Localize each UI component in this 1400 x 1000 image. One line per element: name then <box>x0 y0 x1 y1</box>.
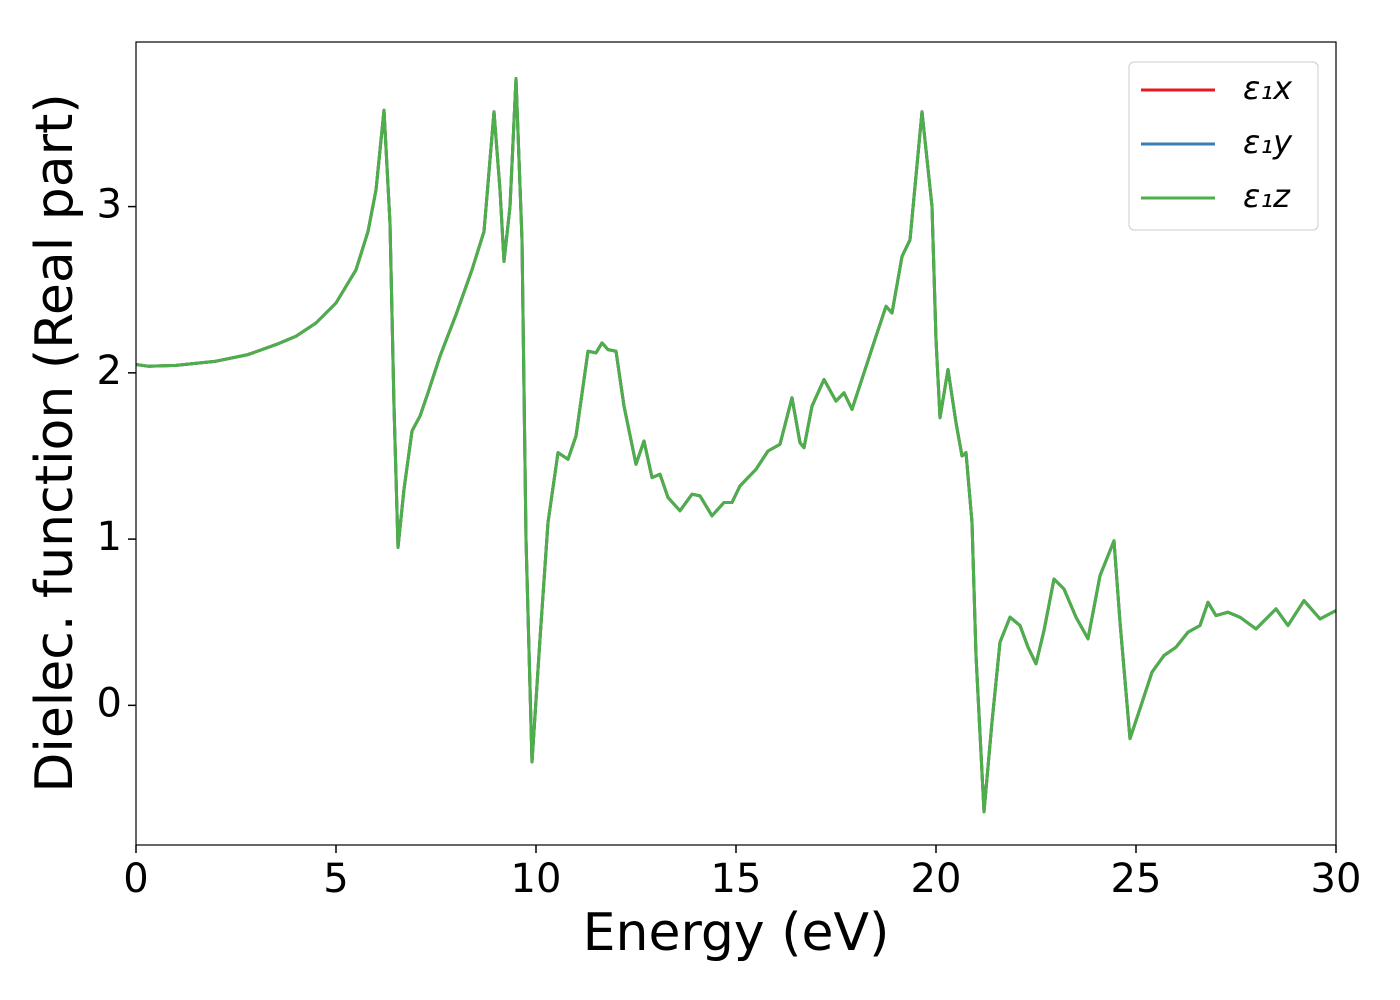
x-tick-label: 20 <box>911 856 962 902</box>
x-axis-label: Energy (eV) <box>583 903 890 963</box>
legend-label: ε₁x <box>1243 69 1293 107</box>
x-tick-label: 25 <box>1111 856 1162 902</box>
y-tick-label: 0 <box>97 680 122 726</box>
legend-box <box>1128 61 1319 231</box>
x-tick-label: 0 <box>123 856 148 902</box>
y-tick-label: 3 <box>97 182 122 228</box>
x-tick-label: 10 <box>511 856 562 902</box>
x-tick-label: 15 <box>711 856 762 902</box>
x-tick-label: 30 <box>1311 856 1362 902</box>
y-tick-label: 2 <box>97 348 122 394</box>
plot-frame <box>135 41 1337 846</box>
legend-label: ε₁z <box>1243 177 1291 215</box>
x-tick-label: 5 <box>323 856 348 902</box>
series-line <box>136 77 1336 814</box>
legend-label: ε₁y <box>1243 123 1293 161</box>
y-tick-label: 1 <box>97 514 122 560</box>
y-axis-label: Dielec. function (Real part) <box>25 93 85 792</box>
